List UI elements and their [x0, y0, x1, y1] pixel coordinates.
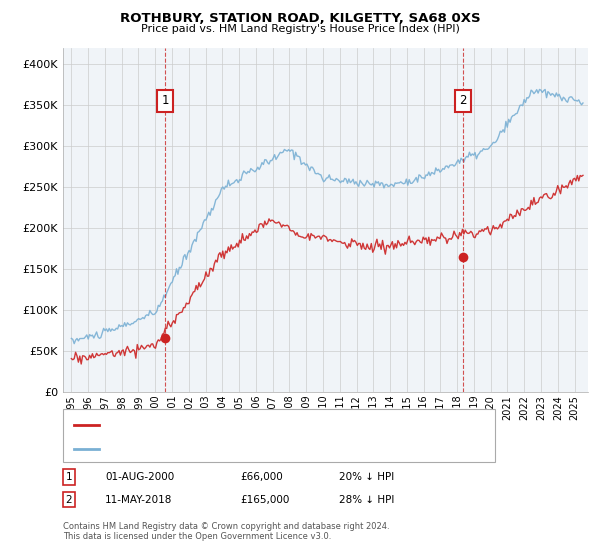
Text: £165,000: £165,000 [240, 494, 289, 505]
Text: Contains HM Land Registry data © Crown copyright and database right 2024.
This d: Contains HM Land Registry data © Crown c… [63, 522, 389, 542]
Text: 01-AUG-2000: 01-AUG-2000 [105, 472, 174, 482]
Text: 20% ↓ HPI: 20% ↓ HPI [339, 472, 394, 482]
Text: 11-MAY-2018: 11-MAY-2018 [105, 494, 172, 505]
Text: ROTHBURY, STATION ROAD, KILGETTY, SA68 0XS: ROTHBURY, STATION ROAD, KILGETTY, SA68 0… [119, 12, 481, 25]
Text: HPI: Average price, detached house, Pembrokeshire: HPI: Average price, detached house, Pemb… [104, 444, 350, 453]
Text: 1: 1 [161, 95, 169, 108]
Text: Price paid vs. HM Land Registry's House Price Index (HPI): Price paid vs. HM Land Registry's House … [140, 24, 460, 34]
Text: 1: 1 [65, 472, 73, 482]
Text: ROTHBURY, STATION ROAD, KILGETTY, SA68 0XS (detached house): ROTHBURY, STATION ROAD, KILGETTY, SA68 0… [104, 420, 421, 430]
Text: 2: 2 [65, 494, 73, 505]
Text: 2: 2 [460, 95, 467, 108]
Text: £66,000: £66,000 [240, 472, 283, 482]
Text: 28% ↓ HPI: 28% ↓ HPI [339, 494, 394, 505]
